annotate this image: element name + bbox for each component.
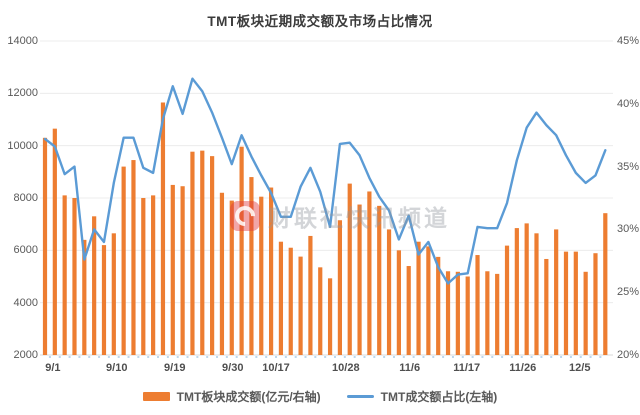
right-axis-tick-label: 40% xyxy=(617,97,640,110)
volume-bar xyxy=(386,229,392,355)
volume-bar xyxy=(298,256,303,355)
volume-bar xyxy=(92,216,97,355)
volume-bar xyxy=(62,195,67,355)
volume-bar xyxy=(554,229,559,355)
volume-bar xyxy=(583,271,588,355)
bar-swatch-icon xyxy=(142,392,170,401)
volume-bar xyxy=(42,137,48,355)
volume-bar xyxy=(180,186,185,355)
volume-bar xyxy=(603,213,608,355)
x-axis-tick-label: 10/17 xyxy=(262,362,290,374)
right-axis-tick-label: 20% xyxy=(617,349,640,361)
share-line-series xyxy=(43,77,607,285)
legend-item-share: TMT成交额占比(左轴) xyxy=(346,388,498,405)
volume-bar xyxy=(367,191,372,355)
volume-bar xyxy=(544,258,549,355)
volume-bar xyxy=(573,251,578,355)
volume-bar xyxy=(101,245,107,355)
right-axis-tick-label: 45% xyxy=(617,35,640,47)
volume-bar xyxy=(318,267,323,355)
x-axis-tick-label: 11/26 xyxy=(509,362,537,374)
volume-bar xyxy=(308,235,313,355)
left-axis-tick-label: 2000 xyxy=(13,349,38,361)
volume-bar xyxy=(121,166,126,355)
x-axis-tick-label: 11/6 xyxy=(399,362,421,374)
volume-bar xyxy=(495,273,500,355)
left-axis-tick-label: 14000 xyxy=(7,35,38,47)
volume-bar xyxy=(465,276,470,355)
volume-bar xyxy=(426,246,431,355)
volume-bar xyxy=(593,253,598,355)
volume-bar xyxy=(249,177,254,355)
left-axis-tick-label: 4000 xyxy=(13,296,38,309)
x-axis-tick-label: 9/30 xyxy=(222,362,244,374)
right-axis-tick-label: 25% xyxy=(617,286,640,299)
volume-bar xyxy=(514,228,519,355)
right-axis-tick-label: 30% xyxy=(617,223,640,236)
x-axis-tick-label: 11/17 xyxy=(453,362,481,374)
volume-bar xyxy=(141,198,146,355)
volume-bar xyxy=(455,271,460,355)
volume-bar xyxy=(190,151,195,355)
volume-bar xyxy=(347,183,352,355)
volume-bar xyxy=(229,200,234,355)
volume-bar xyxy=(534,233,539,355)
volume-bar xyxy=(72,198,77,355)
volume-bar xyxy=(485,271,490,355)
volume-bar xyxy=(111,233,116,355)
volume-bar xyxy=(160,102,166,356)
volume-bar xyxy=(131,160,136,355)
volume-bar xyxy=(259,196,264,355)
volume-bar xyxy=(416,241,421,355)
right-axis-tick-label: 35% xyxy=(617,160,640,173)
volume-bar xyxy=(82,239,87,355)
x-axis-tick-label: 10/28 xyxy=(332,362,360,374)
volume-bar xyxy=(563,251,569,355)
volume-bar xyxy=(504,245,510,355)
volume-bar xyxy=(406,266,411,355)
chart-title: TMT板块近期成交额及市场占比情况 xyxy=(207,14,433,29)
volume-bar xyxy=(219,192,225,355)
left-axis-tick-label: 10000 xyxy=(7,139,38,152)
volume-bars-series xyxy=(42,102,608,358)
volume-bar xyxy=(357,204,362,355)
volume-bar xyxy=(327,278,333,355)
left-axis-tick-label: 8000 xyxy=(13,192,38,204)
volume-bar xyxy=(52,128,57,355)
volume-bar xyxy=(445,271,451,355)
volume-bar xyxy=(210,156,215,355)
legend: TMT板块成交额(亿元/右轴) TMT成交额占比(左轴) xyxy=(0,388,640,405)
volume-bar xyxy=(436,256,441,356)
legend-item-volume: TMT板块成交额(亿元/右轴) xyxy=(142,388,321,405)
left-axis-tick-label: 6000 xyxy=(13,244,38,257)
volume-bar xyxy=(278,241,284,355)
x-axis-tick-label: 12/5 xyxy=(569,362,591,374)
x-axis-tick-label: 9/19 xyxy=(164,362,186,374)
volume-bar xyxy=(377,205,382,355)
line-swatch-icon xyxy=(346,395,374,398)
volume-bar xyxy=(396,250,401,355)
legend-label-volume: TMT板块成交额(亿元/右轴) xyxy=(176,390,321,404)
legend-label-share: TMT成交额占比(左轴) xyxy=(380,390,498,404)
volume-bar xyxy=(239,146,244,355)
left-axis-tick-label: 12000 xyxy=(7,87,38,100)
volume-bar xyxy=(337,220,342,355)
x-axis-tick-label: 9/1 xyxy=(45,362,61,374)
volume-bar xyxy=(200,150,205,355)
x-axis-tick-label: 9/10 xyxy=(106,362,128,374)
volume-bar xyxy=(170,184,175,355)
volume-bar xyxy=(288,247,293,355)
volume-bar xyxy=(268,187,274,355)
volume-bar xyxy=(151,195,156,355)
volume-bar xyxy=(475,255,480,355)
volume-bar xyxy=(524,223,529,355)
